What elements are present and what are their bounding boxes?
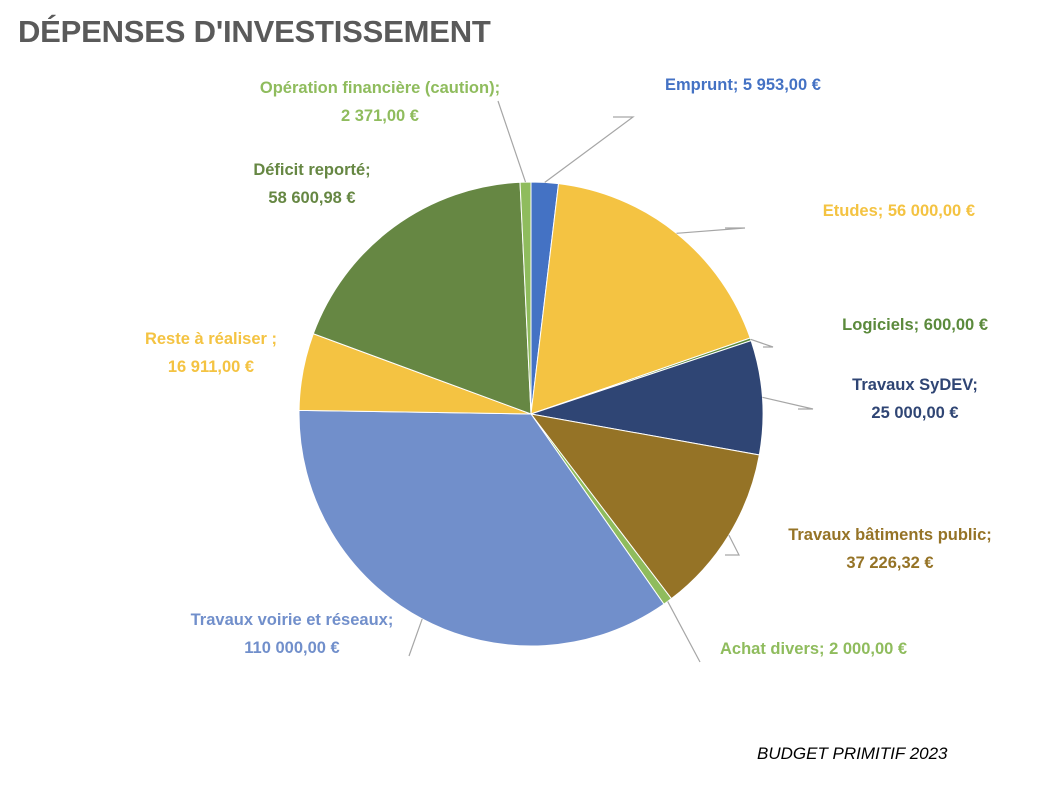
pie-slice	[298, 409, 665, 647]
label-value: 25 000,00 €	[871, 404, 958, 422]
leader-line	[725, 534, 740, 556]
leader-line	[544, 116, 635, 183]
label-value: 5 953,00 €	[743, 76, 821, 94]
label-value: 37 226,32 €	[846, 554, 933, 572]
leader-line	[762, 396, 814, 410]
pie-slice	[312, 181, 532, 415]
chart-title: DÉPENSES D'INVESTISSEMENT	[18, 14, 491, 49]
leader-line	[750, 338, 774, 348]
data-label: Travaux SyDEV; 25 000,00 €	[852, 376, 978, 422]
footer-caption: BUDGET PRIMITIF 2023	[757, 744, 948, 763]
data-label: Etudes; 56 000,00 €	[823, 202, 975, 220]
data-label: Travaux bâtiments public; 37 226,32 €	[788, 526, 992, 572]
data-label: Reste à réaliser ; 16 911,00 €	[145, 330, 277, 376]
label-category: Reste à réaliser ;	[145, 330, 277, 348]
data-label: Achat divers; 2 000,00 €	[720, 640, 907, 658]
label-category: Travaux voirie et réseaux;	[191, 611, 394, 629]
pie-slice	[530, 183, 751, 415]
pie-slice	[529, 413, 760, 600]
leader-line	[497, 100, 527, 183]
leader-line	[676, 227, 746, 234]
label-value: 2 000,00 €	[829, 640, 907, 658]
data-label: Opération financière (caution); 2 371,00 …	[260, 79, 500, 125]
leader-line	[408, 618, 423, 657]
leader-lines	[408, 100, 814, 663]
label-value: 600,00 €	[924, 316, 988, 334]
label-category: Travaux bâtiments public;	[788, 526, 992, 544]
label-value: 2 371,00 €	[341, 107, 419, 125]
label-category: Logiciels;	[842, 316, 924, 334]
data-label: Travaux voirie et réseaux; 110 000,00 €	[191, 611, 394, 657]
leader-line	[667, 601, 701, 663]
label-category: Opération financière (caution);	[260, 79, 500, 97]
label-value: 110 000,00 €	[244, 639, 339, 657]
label-category: Emprunt;	[665, 76, 743, 94]
label-category: Etudes;	[823, 202, 888, 220]
label-category: Déficit reporté;	[253, 161, 370, 179]
label-value: 56 000,00 €	[888, 202, 975, 220]
label-category: Travaux SyDEV;	[852, 376, 978, 394]
label-value: 58 600,98 €	[268, 189, 355, 207]
label-category: Achat divers;	[720, 640, 829, 658]
data-label: Logiciels; 600,00 €	[842, 316, 988, 334]
label-value: 16 911,00 €	[168, 358, 254, 376]
pie-slices	[298, 181, 764, 647]
data-label: Emprunt; 5 953,00 €	[665, 76, 821, 94]
data-label: Déficit reporté; 58 600,98 €	[253, 161, 370, 207]
data-labels: Emprunt; 5 953,00 € Etudes; 56 000,00 € Lo…	[145, 76, 992, 658]
